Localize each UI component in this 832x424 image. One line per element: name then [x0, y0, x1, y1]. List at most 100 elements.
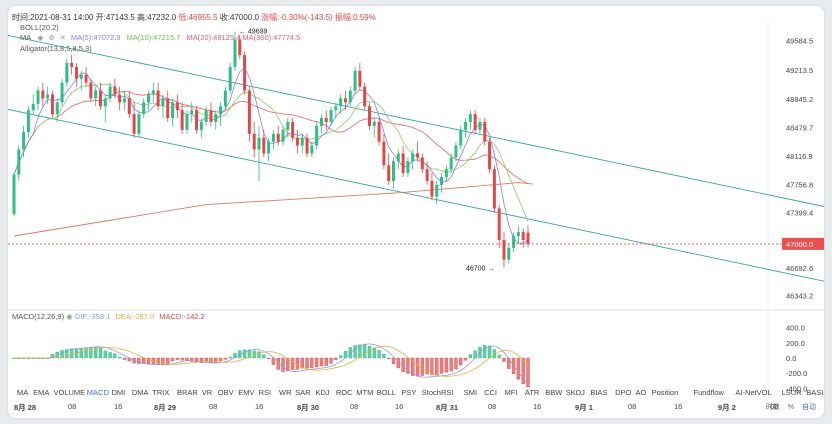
tab-emv[interactable]: EMV: [238, 388, 255, 397]
tab-dmi[interactable]: DMI: [111, 388, 126, 397]
candle: [190, 110, 194, 115]
candle: [55, 102, 59, 115]
macd-histogram-bar: [137, 357, 141, 364]
tab-rsi[interactable]: RSI: [258, 388, 272, 397]
tab-ma[interactable]: MA: [17, 388, 29, 397]
eye-icon[interactable]: ◉: [37, 35, 44, 42]
candle: [444, 169, 448, 178]
macd-histogram-bar: [65, 349, 69, 359]
candle: [401, 153, 405, 174]
tab-volume[interactable]: VOLUME: [53, 388, 86, 397]
macd-histogram-bar: [271, 357, 276, 365]
date-tick-label: 8月 28: [14, 403, 37, 412]
ma10-line: [13, 83, 529, 223]
alligator-legend[interactable]: Alligator(13,8,5,8,5,3): [20, 44, 96, 53]
candle: [315, 125, 319, 146]
candle: [492, 169, 496, 209]
tab-bias[interactable]: BIAS: [590, 388, 608, 397]
tab-bbw[interactable]: BBW: [545, 388, 563, 397]
price-tick-label: 47756.8: [786, 180, 813, 189]
macd-histogram-bar: [483, 345, 487, 359]
candle: [319, 118, 323, 126]
macd-histogram-bar: [319, 357, 324, 367]
price-chart[interactable]: 49584.5 49213.5 48845.2 48479.7 48116.9 47756…: [8, 6, 824, 418]
macd-histogram-bar: [223, 357, 228, 360]
tab-dma[interactable]: DMA: [131, 388, 149, 397]
tab-fundflow[interactable]: Fundflow: [693, 388, 724, 397]
change-label: 涨幅:-0.30%(-143.5): [261, 13, 333, 22]
eye-icon[interactable]: ◉: [66, 312, 73, 321]
gear-icon[interactable]: ⚙: [48, 35, 55, 42]
tab-basis[interactable]: BASIS: [806, 388, 824, 397]
candle: [36, 90, 40, 104]
tab-atr[interactable]: ATR: [524, 388, 540, 397]
tab-psy[interactable]: PSY: [401, 388, 417, 397]
tab-roc[interactable]: ROC: [335, 388, 353, 397]
current-price-label: 47000.0: [786, 240, 813, 249]
tab-obv[interactable]: OBV: [217, 388, 234, 397]
date-tick-label: 08: [209, 402, 218, 411]
tab-brar[interactable]: BRAR: [177, 388, 198, 397]
price-tick-label: 46692.6: [786, 264, 813, 273]
macd-histogram-bar: [175, 357, 180, 360]
tab-stochrsi[interactable]: StochRSI: [421, 388, 454, 397]
tab-lsur[interactable]: LSUR: [781, 388, 802, 397]
tab-smi[interactable]: SMI: [463, 388, 478, 397]
tab-ao[interactable]: AO: [635, 388, 647, 397]
macd-histogram-bar: [362, 344, 367, 359]
tab-kdj[interactable]: KDJ: [315, 388, 330, 397]
candle: [156, 90, 160, 107]
tab-boll[interactable]: BOLL: [376, 388, 396, 397]
candle: [209, 110, 213, 122]
ohlc-header: 时间:2021-08-31 14:00 开:47143.5 高:47232.0 …: [12, 12, 376, 23]
tab-dpo[interactable]: DPO: [615, 388, 632, 397]
candle: [276, 133, 280, 142]
macd-legend[interactable]: MACD(12,26,9) ◉ DIF:-358.1 DEA:-287.0 MA…: [12, 312, 205, 321]
candle: [26, 110, 30, 133]
candle: [449, 157, 453, 170]
tab-skdj[interactable]: SKDJ: [565, 388, 585, 397]
close-icon[interactable]: ✕: [59, 35, 66, 42]
price-tick-label: 48845.2: [786, 95, 813, 104]
candle: [219, 106, 223, 115]
macd-histogram-bar: [214, 357, 218, 363]
date-tick-label: 08: [488, 402, 497, 411]
macd-histogram-bar: [526, 357, 530, 388]
candle: [377, 121, 381, 142]
candle: [281, 129, 285, 142]
tab-cci[interactable]: CCI: [484, 388, 498, 397]
candle: [406, 161, 410, 174]
date-tick-label: 08: [628, 402, 637, 411]
low-label: 低:46955.5: [178, 13, 218, 22]
date-tick-label: 9月 1: [575, 403, 593, 412]
candle: [396, 153, 400, 162]
tab-sar[interactable]: SAR: [295, 388, 311, 397]
macd-name: MACD(12,26,9): [12, 312, 65, 321]
tab-mtm[interactable]: MTM: [356, 388, 374, 397]
tab-macd[interactable]: MACD: [86, 388, 109, 397]
auto-toggle[interactable]: 自动: [802, 404, 816, 411]
candle: [118, 94, 122, 103]
tab-position[interactable]: Position: [651, 388, 679, 397]
macd-value: MACD:-142.2: [159, 312, 205, 321]
candle: [137, 114, 141, 134]
tab-wr[interactable]: WR: [279, 388, 292, 397]
mode-toggle[interactable]: 时数: [765, 404, 780, 411]
candle: [348, 90, 352, 103]
candle: [166, 98, 170, 119]
percent-toggle[interactable]: %: [787, 404, 795, 411]
macd-histogram-bar: [430, 357, 434, 375]
tab-mfi[interactable]: MFI: [504, 388, 518, 397]
date-tick-label: 08: [68, 402, 77, 411]
boll-legend[interactable]: BOLL(20,2): [20, 23, 63, 32]
ma-legend[interactable]: MA ◉ ⚙ ✕ MA(5):47072.9 MA(10):47215.7 MA…: [20, 33, 300, 42]
candle: [420, 157, 424, 170]
tab-trix[interactable]: TRIX: [152, 388, 170, 397]
candle: [324, 118, 328, 122]
date-tick-label: 16: [395, 402, 404, 411]
tab-ema[interactable]: EMA: [33, 388, 50, 397]
tab-ai-netvol[interactable]: AI-NetVOL: [735, 388, 772, 397]
candle: [84, 74, 88, 83]
macd-histogram-bar: [84, 348, 88, 359]
tab-vr[interactable]: VR: [201, 388, 213, 397]
